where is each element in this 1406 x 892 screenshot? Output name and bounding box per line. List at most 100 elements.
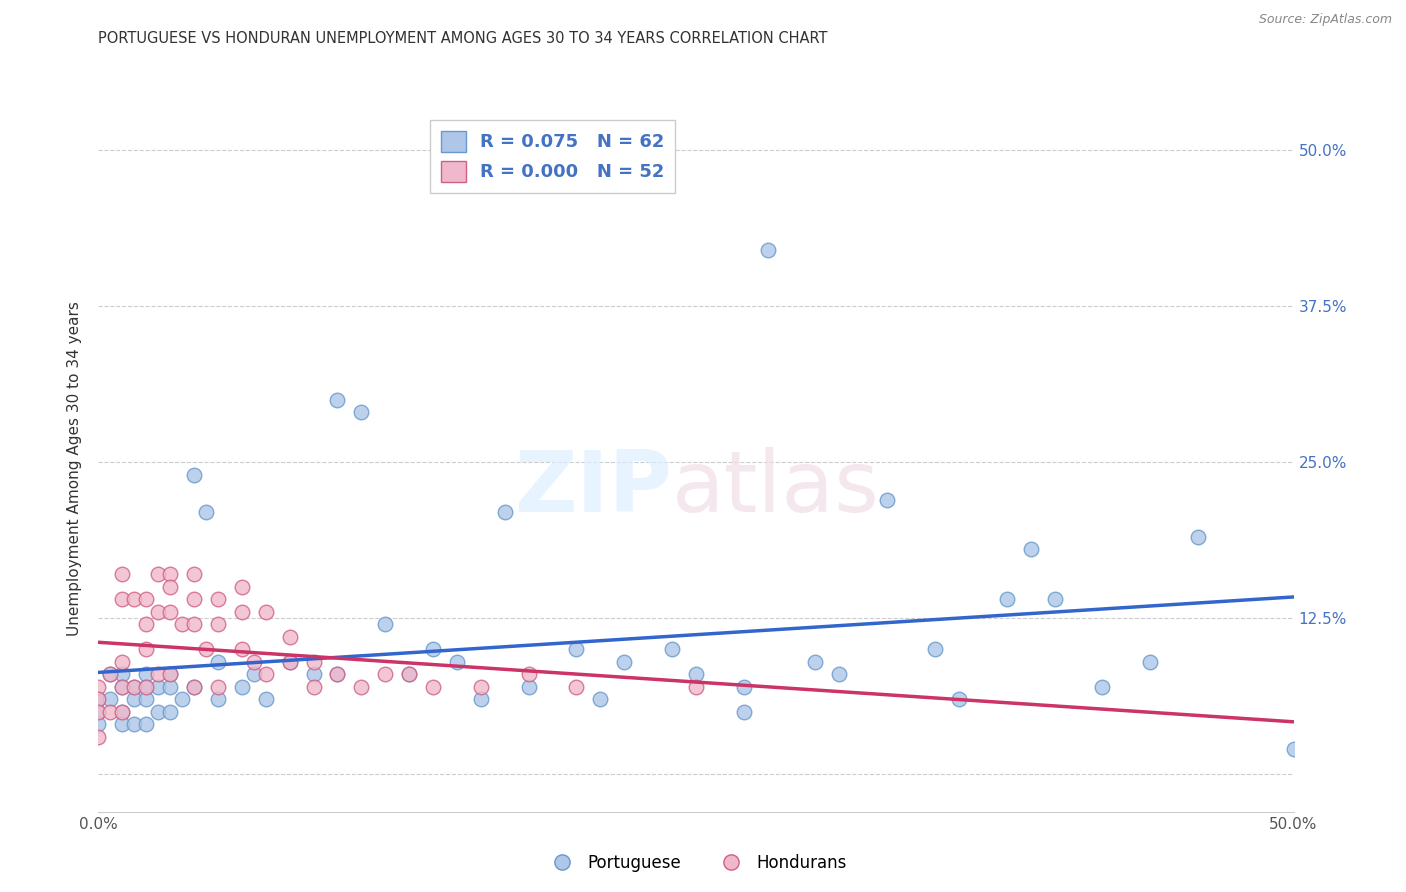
- Point: [278, 655, 301, 669]
- Point: [135, 717, 157, 731]
- Point: [231, 642, 253, 657]
- Point: [183, 680, 205, 694]
- Point: [87, 705, 110, 719]
- Point: [183, 467, 205, 482]
- Point: [302, 667, 325, 681]
- Point: [804, 655, 827, 669]
- Point: [87, 705, 110, 719]
- Point: [350, 405, 373, 419]
- Point: [254, 605, 277, 619]
- Point: [278, 655, 301, 669]
- Point: [135, 692, 157, 706]
- Point: [87, 717, 110, 731]
- Point: [135, 617, 157, 632]
- Y-axis label: Unemployment Among Ages 30 to 34 years: Unemployment Among Ages 30 to 34 years: [67, 301, 83, 636]
- Point: [159, 705, 181, 719]
- Point: [194, 505, 218, 519]
- Point: [326, 667, 349, 681]
- Point: [470, 680, 492, 694]
- Point: [148, 705, 170, 719]
- Point: [326, 392, 349, 407]
- Point: [124, 692, 146, 706]
- Point: [135, 680, 157, 694]
- Point: [231, 680, 253, 694]
- Point: [1139, 655, 1161, 669]
- Point: [159, 580, 181, 594]
- Point: [1019, 542, 1042, 557]
- Point: [828, 667, 851, 681]
- Point: [87, 680, 110, 694]
- Point: [87, 692, 110, 706]
- Point: [733, 680, 755, 694]
- Point: [243, 655, 266, 669]
- Point: [374, 617, 396, 632]
- Point: [207, 680, 229, 694]
- Point: [517, 680, 540, 694]
- Point: [661, 642, 683, 657]
- Point: [148, 680, 170, 694]
- Point: [111, 567, 134, 582]
- Point: [207, 655, 229, 669]
- Point: [172, 692, 194, 706]
- Point: [1282, 742, 1305, 756]
- Point: [685, 680, 707, 694]
- Point: [243, 667, 266, 681]
- Point: [111, 717, 134, 731]
- Point: [159, 605, 181, 619]
- Point: [398, 667, 420, 681]
- Point: [124, 717, 146, 731]
- Point: [183, 617, 205, 632]
- Point: [398, 667, 420, 681]
- Point: [194, 642, 218, 657]
- Point: [948, 692, 970, 706]
- Point: [207, 617, 229, 632]
- Point: [172, 617, 194, 632]
- Point: [135, 680, 157, 694]
- Point: [494, 505, 516, 519]
- Text: PORTUGUESE VS HONDURAN UNEMPLOYMENT AMONG AGES 30 TO 34 YEARS CORRELATION CHART: PORTUGUESE VS HONDURAN UNEMPLOYMENT AMON…: [98, 31, 828, 46]
- Point: [148, 605, 170, 619]
- Point: [124, 680, 146, 694]
- Point: [183, 592, 205, 607]
- Point: [613, 655, 636, 669]
- Point: [1091, 680, 1114, 694]
- Point: [159, 680, 181, 694]
- Point: [422, 642, 444, 657]
- Point: [231, 605, 253, 619]
- Point: [446, 655, 468, 669]
- Point: [517, 667, 540, 681]
- Point: [148, 567, 170, 582]
- Point: [111, 680, 134, 694]
- Point: [302, 655, 325, 669]
- Point: [159, 667, 181, 681]
- Point: [254, 667, 277, 681]
- Text: atlas: atlas: [672, 448, 880, 531]
- Point: [135, 592, 157, 607]
- Point: [470, 692, 492, 706]
- Point: [111, 667, 134, 681]
- Point: [87, 730, 110, 744]
- Point: [1187, 530, 1209, 544]
- Legend: Portuguese, Hondurans: Portuguese, Hondurans: [538, 847, 853, 879]
- Point: [87, 692, 110, 706]
- Text: ZIP: ZIP: [515, 448, 672, 531]
- Point: [148, 667, 170, 681]
- Point: [589, 692, 612, 706]
- Point: [124, 680, 146, 694]
- Point: [350, 680, 373, 694]
- Point: [183, 680, 205, 694]
- Point: [326, 667, 349, 681]
- Point: [302, 680, 325, 694]
- Point: [733, 705, 755, 719]
- Point: [756, 243, 779, 257]
- Point: [98, 667, 122, 681]
- Point: [254, 692, 277, 706]
- Text: Source: ZipAtlas.com: Source: ZipAtlas.com: [1258, 13, 1392, 27]
- Point: [98, 692, 122, 706]
- Point: [207, 592, 229, 607]
- Point: [159, 667, 181, 681]
- Point: [231, 580, 253, 594]
- Point: [98, 705, 122, 719]
- Point: [159, 567, 181, 582]
- Point: [111, 680, 134, 694]
